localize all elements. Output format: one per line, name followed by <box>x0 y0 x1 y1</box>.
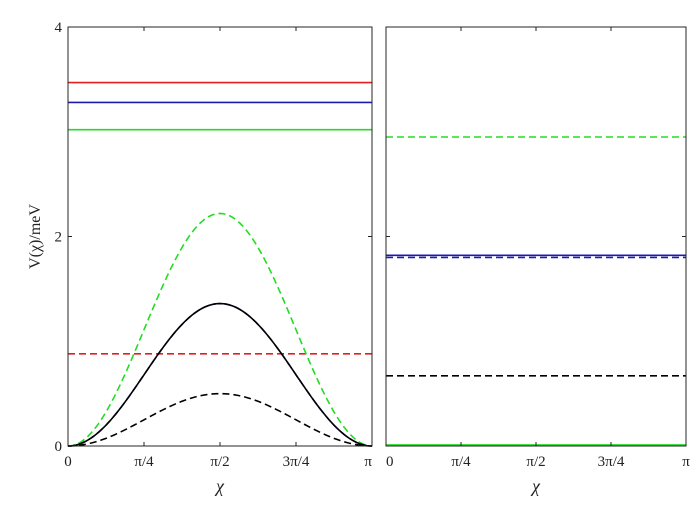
x-tick-label: 0 <box>386 454 394 470</box>
y-tick-label: 2 <box>55 230 63 246</box>
series-curve-0-4 <box>67 212 373 447</box>
x-axis-label: χ <box>214 476 225 496</box>
x-tick-label: π/4 <box>451 454 471 470</box>
x-tick-label: 0 <box>64 454 72 470</box>
x-axis-label: χ <box>530 476 541 496</box>
axes-frame <box>385 26 687 447</box>
x-tick-label: π <box>682 454 690 470</box>
right-panel: 0 π/4 π/2 3π/4 π χ <box>385 26 690 496</box>
y-axis-label: V(χ)/meV <box>27 204 44 269</box>
series-curve-0-6 <box>67 302 373 447</box>
series-curve-0-5 <box>67 302 373 447</box>
x-tick-label: π/2 <box>210 454 229 470</box>
x-tick-label: π/4 <box>134 454 154 470</box>
x-tick-label: π/2 <box>526 454 545 470</box>
x-tick-label: π <box>364 454 372 470</box>
y-tick-label: 0 <box>55 439 63 455</box>
axes-frame <box>67 26 373 447</box>
y-tick-label: 4 <box>55 20 63 36</box>
series-curve-0-7 <box>67 392 373 447</box>
left-panel: 0 π/4 π/2 3π/4 π 0 2 4 χ V(χ)/meV <box>27 20 373 496</box>
x-tick-label: 3π/4 <box>598 454 625 470</box>
x-tick-label: 3π/4 <box>283 454 310 470</box>
